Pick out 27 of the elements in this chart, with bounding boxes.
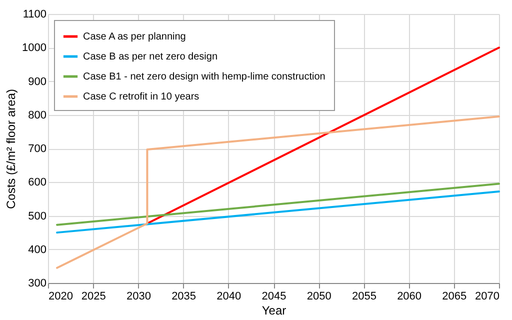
x-tick-label: 2060 [397,290,422,302]
x-tick-label: 2035 [172,290,196,302]
legend-label: Case C retrofit in 10 years [83,92,200,102]
x-tick-label: 2045 [262,290,286,302]
x-tick-label: 2025 [81,290,106,302]
y-tick-label: 800 [28,109,46,122]
y-tick-label: 1100 [22,8,46,20]
legend-label: Case B1 - net zero design with hemp-lime construction [83,72,326,82]
x-tick-label: 2020 [48,290,73,302]
y-tick-label: 600 [28,176,46,189]
x-tick-label: 2055 [352,290,376,302]
x-tick-label: 2040 [216,290,242,302]
x-tick-label: 2070 [475,290,500,302]
y-axis-title: Costs (£/m² floor area) [4,88,18,210]
x-tick-label: 2030 [126,290,151,302]
x-tick-label: 2050 [306,290,332,302]
y-tick-label: 400 [28,244,46,256]
y-tick-label: 500 [28,210,46,222]
y-tick-label: 300 [28,278,46,290]
line-series [56,116,500,269]
y-tick-label: 900 [28,76,46,88]
x-tick-label: 2065 [442,290,467,302]
x-axis-title: Year [262,304,286,318]
legend-label: Case A as per planning [83,32,186,42]
y-tick-label: 700 [28,143,46,155]
y-tick-label: 1000 [22,42,46,54]
legend-label: Case B as per net zero design [83,52,218,62]
